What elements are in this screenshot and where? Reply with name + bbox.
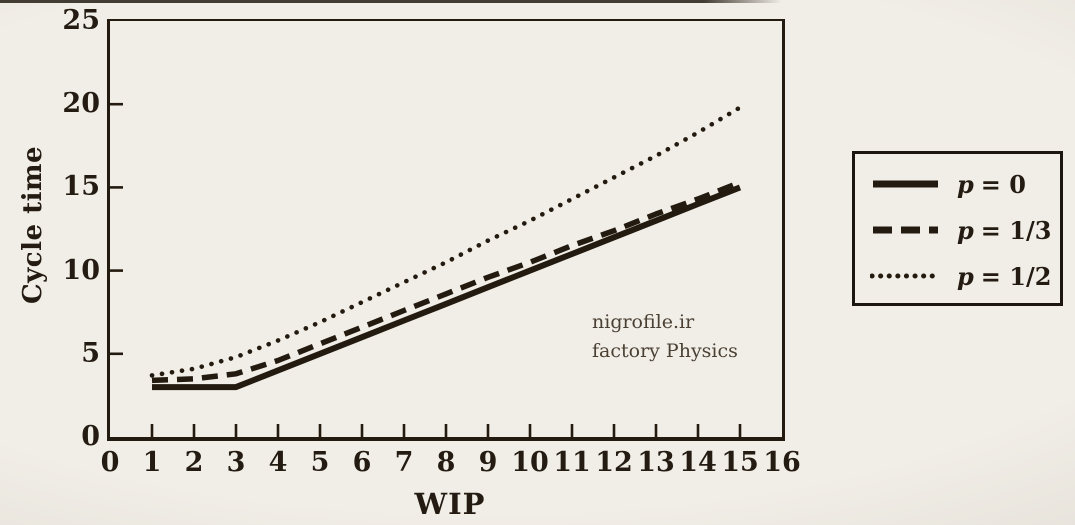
legend-label-variable: p bbox=[957, 261, 974, 291]
y-tick-label: 10 bbox=[62, 254, 100, 286]
legend-label-value: = 0 bbox=[980, 169, 1026, 199]
legend-item: p = 1/2 bbox=[855, 253, 1060, 299]
y-tick-label: 15 bbox=[62, 171, 100, 203]
x-tick-label: 1 bbox=[142, 447, 162, 478]
legend-label-variable: p bbox=[957, 169, 974, 199]
x-tick-label: 9 bbox=[478, 447, 498, 478]
x-tick-label: 5 bbox=[310, 447, 330, 478]
y-tick-label: 25 bbox=[62, 5, 100, 36]
x-tick-label: 10 bbox=[511, 447, 549, 478]
legend-item: p = 1/3 bbox=[855, 207, 1060, 253]
x-tick-label: 11 bbox=[553, 447, 591, 478]
legend-label: p = 0 bbox=[957, 170, 1026, 199]
x-tick-label: 6 bbox=[352, 447, 372, 478]
legend-dashed-line-sample bbox=[873, 226, 938, 234]
legend-label-value: = 1/2 bbox=[980, 261, 1052, 291]
legend: p = 0 p = 1/3 p = 1/2 bbox=[852, 151, 1063, 306]
series-dashed-line bbox=[151, 179, 742, 384]
watermark-line2: factory Physics bbox=[592, 340, 738, 362]
plot-svg bbox=[110, 102, 743, 437]
x-tick-label: 4 bbox=[268, 447, 288, 478]
series-dotted-line bbox=[149, 105, 743, 378]
plot-area bbox=[107, 19, 785, 441]
legend-label: p = 1/3 bbox=[957, 216, 1051, 245]
x-axis-title: WIP bbox=[414, 487, 486, 521]
y-tick-label: 5 bbox=[81, 337, 100, 369]
legend-label-value: = 1/3 bbox=[980, 215, 1052, 245]
legend-item: p = 0 bbox=[855, 161, 1060, 207]
x-tick-label: 7 bbox=[394, 447, 414, 478]
legend-solid-line-sample bbox=[873, 180, 938, 188]
legend-label: p = 1/2 bbox=[957, 262, 1051, 291]
x-tick-label: 2 bbox=[184, 447, 204, 478]
x-tick-label: 3 bbox=[226, 447, 246, 478]
watermark-line1: nigrofile.ir bbox=[592, 311, 695, 333]
x-tick-label: 12 bbox=[595, 447, 633, 478]
x-tick-label: 13 bbox=[637, 447, 675, 478]
series-solid-line bbox=[152, 184, 742, 391]
legend-label-variable: p bbox=[957, 215, 974, 245]
y-tick-label: 20 bbox=[62, 88, 100, 120]
x-tick-label: 0 bbox=[100, 447, 120, 478]
x-tick-label: 15 bbox=[721, 447, 759, 478]
x-tick-label: 14 bbox=[679, 447, 717, 478]
watermark: nigrofile.ir factory Physics bbox=[592, 308, 738, 366]
scan-artifact-line bbox=[0, 0, 782, 3]
x-tick-label: 16 bbox=[763, 447, 801, 478]
legend-dotted-line-sample bbox=[870, 273, 940, 279]
y-tick-label: 0 bbox=[81, 421, 100, 452]
x-tick-label: 8 bbox=[436, 447, 456, 478]
legend-items: p = 0 p = 1/3 p = 1/2 bbox=[855, 161, 1060, 299]
